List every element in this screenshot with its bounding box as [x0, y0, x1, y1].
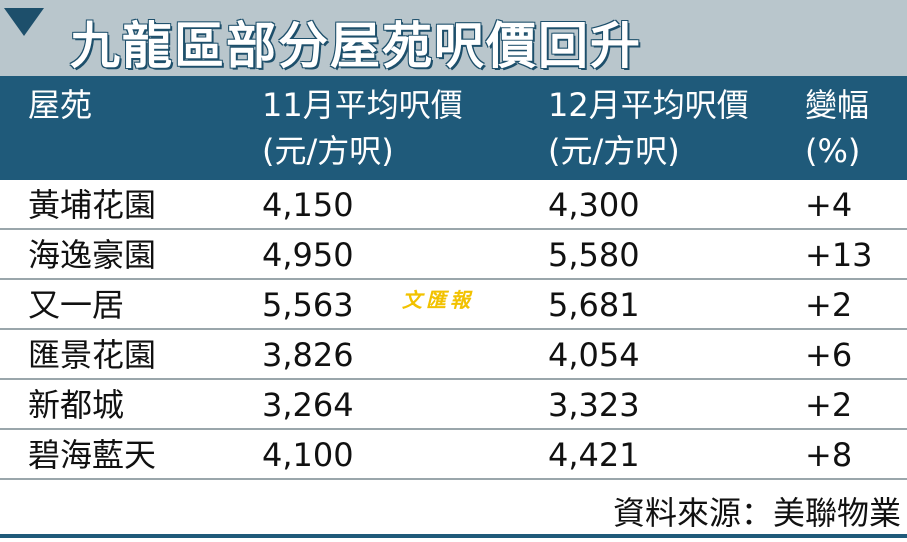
header-line: 12月平均呎價: [548, 86, 749, 124]
table-cell: 3,264: [262, 386, 354, 424]
table-row: 碧海藍天 4,100 4,421 +8: [0, 430, 907, 480]
watermark: 文匯報: [402, 288, 474, 312]
table-row: 又一居 5,563 5,681 +2: [0, 280, 907, 330]
table-row: 匯景花園 3,826 4,054 +6: [0, 330, 907, 380]
bottom-rule: [0, 534, 907, 538]
column-header: 變幅 (%): [805, 82, 869, 174]
table-cell: 5,681: [548, 286, 640, 324]
header-line: (元/方呎): [548, 132, 680, 170]
title: 九龍區部分屋苑呎價回升: [70, 17, 642, 75]
header-line: 11月平均呎價: [262, 86, 463, 124]
table-cell: 3,323: [548, 386, 640, 424]
table-cell: +2: [805, 386, 853, 424]
table-cell: +4: [805, 186, 853, 224]
table-cell: 4,150: [262, 186, 354, 224]
table-cell: 3,826: [262, 336, 354, 374]
table-row: 海逸豪園 4,950 5,580 +13: [0, 230, 907, 280]
table-cell: 4,100: [262, 436, 354, 474]
table-cell: 4,054: [548, 336, 640, 374]
table-cell: +13: [805, 236, 873, 274]
table-cell: 匯景花園: [28, 336, 157, 374]
table-row: 新都城 3,264 3,323 +2: [0, 380, 907, 430]
header-line: (元/方呎): [262, 132, 394, 170]
table-cell: 黃埔花園: [28, 186, 157, 224]
table-cell: 又一居: [28, 286, 125, 324]
title-bar: 九龍區部分屋苑呎價回升: [0, 0, 907, 76]
column-header: 11月平均呎價 (元/方呎): [262, 82, 463, 174]
table-cell: 新都城: [28, 386, 125, 424]
column-header: 12月平均呎價 (元/方呎): [548, 82, 749, 174]
source-note: 資料來源：美聯物業: [612, 494, 901, 532]
table-cell: 4,300: [548, 186, 640, 224]
header-line: (%): [805, 132, 861, 170]
table-body: 黃埔花園 4,150 4,300 +4 海逸豪園 4,950 5,580 +13 又一居 5,56…: [0, 180, 907, 480]
table-cell: 5,563: [262, 286, 354, 324]
table-cell: 4,421: [548, 436, 640, 474]
table-cell: 海逸豪園: [28, 236, 157, 274]
table-cell: 碧海藍天: [28, 436, 157, 474]
table-cell: +6: [805, 336, 853, 374]
title-marker: [4, 8, 44, 36]
header-line: 屋苑: [28, 86, 93, 124]
table-header: 屋苑 11月平均呎價 (元/方呎) 12月平均呎價 (元/方呎) 變幅 (%): [0, 76, 907, 180]
column-header: 屋苑: [28, 82, 92, 128]
table-cell: +2: [805, 286, 853, 324]
table-row: 黃埔花園 4,150 4,300 +4: [0, 180, 907, 230]
table-cell: 5,580: [548, 236, 640, 274]
header-line: 變幅: [805, 86, 870, 124]
table-cell: +8: [805, 436, 853, 474]
table-cell: 4,950: [262, 236, 354, 274]
